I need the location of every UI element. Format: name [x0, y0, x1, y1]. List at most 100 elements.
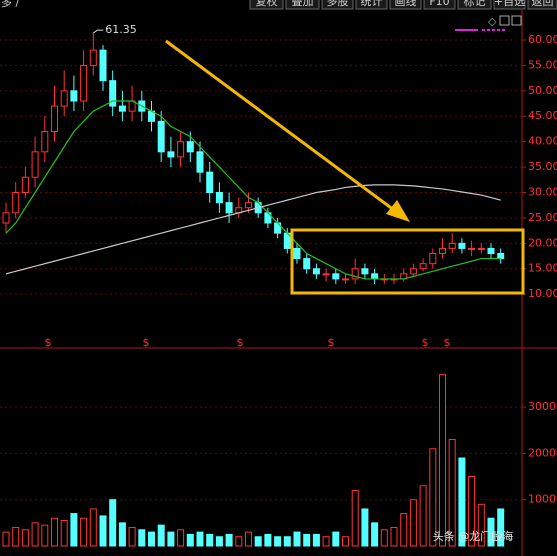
volume-bar [380, 529, 388, 547]
volume-bar [99, 515, 107, 547]
icon: ◇ [488, 15, 497, 28]
toolbar-label[interactable]: 标记 [464, 0, 486, 8]
volume-bar [138, 529, 146, 547]
y-tick-label: 60.00 [528, 33, 557, 46]
arrow-head [386, 200, 410, 222]
volume-bar [477, 503, 485, 547]
candle-body [342, 278, 349, 281]
candle-body [118, 105, 126, 112]
toolbar-button[interactable] [527, 0, 557, 10]
volume-bar [487, 517, 495, 547]
candle-body [448, 242, 456, 249]
y-tick-label: 35.00 [528, 160, 557, 173]
event-marker: $ [45, 336, 52, 349]
volume-bar [109, 499, 117, 547]
volume-bar [128, 526, 136, 547]
candle-body [51, 105, 58, 132]
volume-bar [274, 536, 282, 547]
toolbar-label[interactable]: 返回 [532, 0, 554, 8]
candle-body [196, 151, 204, 173]
toolbar-label[interactable]: 画线 [395, 0, 417, 8]
y-tick-label: 15.00 [528, 262, 557, 275]
volume-bar [254, 536, 262, 547]
toolbar: 复权 叠加 多股 统计 画线 F10 标记 +自选 返回 [249, 0, 557, 10]
volume-bar [419, 485, 427, 547]
volume-bar [167, 531, 175, 547]
volume-bar [235, 536, 243, 547]
moving-average [5, 184, 501, 275]
candle-body [2, 212, 10, 224]
volume-bar [342, 536, 349, 547]
max-label: 61.35 [105, 23, 137, 36]
toolbar-button[interactable] [389, 0, 422, 10]
volume-bar [332, 531, 340, 547]
toolbar-button[interactable] [285, 0, 320, 10]
candle-body [12, 191, 20, 214]
toolbar-label[interactable]: 复权 [256, 0, 278, 8]
y-tick-label: 10.00 [528, 287, 557, 300]
candle-body [41, 130, 49, 153]
volume-bar [215, 536, 223, 547]
toolbar-button[interactable] [423, 0, 456, 10]
toolbar-label[interactable]: 叠加 [292, 0, 314, 8]
candle-body [206, 171, 214, 193]
max-leader [93, 29, 104, 34]
event-marker: $ [422, 336, 429, 349]
candle-body [80, 64, 88, 102]
event-marker: $ [143, 336, 150, 349]
toolbar-label[interactable]: F10 [429, 0, 449, 8]
candle-body [429, 252, 437, 265]
candle-body [497, 252, 505, 260]
toolbar-label[interactable]: 多股 [327, 0, 349, 8]
toolbar-label[interactable]: 统计 [361, 0, 383, 8]
volume-bar [148, 531, 155, 547]
volume-tick-label: 20000 [528, 446, 557, 459]
toolbar-button[interactable] [493, 0, 526, 10]
y-tick-label: 45.00 [528, 109, 557, 122]
event-marker: $ [237, 336, 244, 349]
volume-bar [31, 522, 39, 547]
volume-bar [468, 476, 476, 547]
candle-body [60, 90, 68, 107]
y-tick-label: 40.00 [528, 135, 557, 148]
candle-body [351, 268, 359, 280]
toolbar-button[interactable] [249, 0, 284, 10]
toolbar-label[interactable]: +自选 [494, 0, 525, 8]
candle-body [177, 141, 185, 158]
volume-bar [89, 508, 97, 547]
highlight-box [290, 228, 525, 295]
candle-body [303, 258, 311, 270]
volume-bar [303, 533, 311, 547]
candle-body [312, 268, 320, 275]
corner-text: 多 / [1, 0, 19, 9]
event-marker: $ [328, 336, 335, 349]
volume-bar [196, 531, 204, 547]
volume-bar [2, 531, 10, 547]
toolbar-button[interactable] [457, 0, 492, 10]
candle-body [361, 268, 369, 275]
volume-bar [118, 522, 126, 547]
volume-bar [293, 531, 301, 547]
volume-bar [390, 526, 398, 547]
volume-bar [60, 520, 68, 547]
candle-body [186, 141, 194, 153]
candle-body [458, 242, 466, 249]
toolbar-button[interactable] [321, 0, 354, 10]
volume-bar [70, 513, 78, 547]
icon [511, 15, 522, 26]
candle-body [439, 247, 446, 254]
volume-tick-label: 10000 [528, 493, 557, 506]
moving-average [5, 100, 501, 280]
volume-bar [186, 533, 194, 547]
y-tick-label: 30.00 [528, 185, 557, 198]
volume-bar [448, 439, 456, 547]
icon [499, 15, 510, 26]
volume-bar [400, 513, 408, 547]
volume-bar [225, 533, 233, 547]
volume-bar [409, 499, 417, 547]
event-marker: $ [444, 336, 451, 349]
volume-bar [429, 448, 437, 547]
toolbar-button[interactable] [355, 0, 388, 10]
candle-body [409, 268, 417, 275]
